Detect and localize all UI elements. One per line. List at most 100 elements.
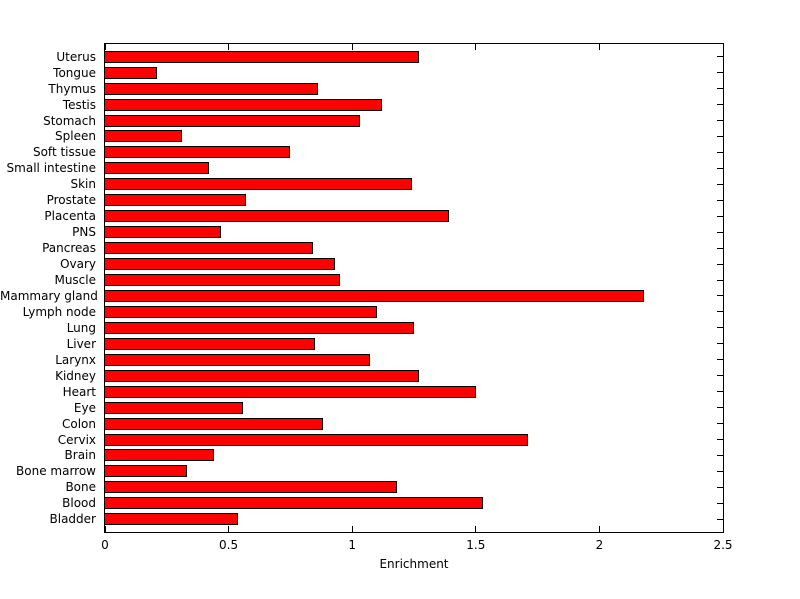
x-tick-mark bbox=[598, 44, 600, 50]
y-tick-label: Cervix bbox=[57, 432, 96, 447]
bar-placenta bbox=[105, 210, 449, 223]
y-tick-mark bbox=[717, 407, 723, 409]
bar-heart bbox=[105, 385, 476, 398]
y-tick-label: Stomach bbox=[43, 113, 96, 128]
y-tick-label: Bladder bbox=[49, 512, 96, 527]
y-tick-mark bbox=[717, 311, 723, 313]
y-tick-mark bbox=[717, 120, 723, 122]
y-tick-mark bbox=[717, 88, 723, 90]
y-tick-mark bbox=[717, 518, 723, 520]
y-tick-label: Kidney bbox=[55, 368, 96, 383]
y-tick-label: Skin bbox=[70, 177, 96, 192]
bar-small-intestine bbox=[105, 162, 209, 175]
y-tick-label: Heart bbox=[62, 384, 96, 399]
y-tick-mark bbox=[717, 72, 723, 74]
y-tick-label: Spleen bbox=[55, 129, 96, 144]
y-tick-label: Liver bbox=[66, 336, 96, 351]
bar-larynx bbox=[105, 353, 370, 366]
y-tick-mark bbox=[717, 56, 723, 58]
bar-eye bbox=[105, 401, 244, 414]
y-tick-label: Eye bbox=[73, 400, 96, 415]
y-tick-mark bbox=[717, 470, 723, 472]
plot-area bbox=[104, 43, 724, 533]
y-tick-label: Blood bbox=[62, 496, 96, 511]
bar-pancreas bbox=[105, 242, 313, 255]
bar-thymus bbox=[105, 82, 318, 95]
y-tick-mark bbox=[717, 502, 723, 504]
y-tick-mark bbox=[717, 104, 723, 106]
bar-ovary bbox=[105, 258, 335, 271]
x-tick-label: 2.5 bbox=[713, 538, 733, 552]
bar-spleen bbox=[105, 130, 182, 143]
x-tick-mark bbox=[351, 526, 353, 532]
bar-bone bbox=[105, 481, 397, 494]
y-tick-mark bbox=[717, 486, 723, 488]
y-tick-label: Bone marrow bbox=[16, 464, 96, 479]
y-tick-label: Bone bbox=[65, 480, 96, 495]
y-tick-label: Uterus bbox=[56, 49, 96, 64]
y-tick-mark bbox=[717, 454, 723, 456]
x-tick-mark bbox=[228, 44, 230, 50]
bar-bladder bbox=[105, 513, 239, 526]
y-tick-label: Lymph node bbox=[22, 304, 96, 319]
bar-skin bbox=[105, 178, 412, 191]
y-tick-label: Ovary bbox=[60, 257, 96, 272]
bar-cervix bbox=[105, 433, 528, 446]
bar-testis bbox=[105, 98, 382, 111]
bar-colon bbox=[105, 417, 323, 430]
y-tick-mark bbox=[717, 359, 723, 361]
y-tick-label: Testis bbox=[62, 97, 96, 112]
y-tick-mark bbox=[717, 343, 723, 345]
y-tick-label: Muscle bbox=[54, 273, 96, 288]
y-tick-mark bbox=[717, 199, 723, 201]
y-tick-mark bbox=[717, 183, 723, 185]
bar-kidney bbox=[105, 369, 419, 382]
y-tick-mark bbox=[717, 151, 723, 153]
x-tick-label: 0 bbox=[101, 538, 109, 552]
y-tick-mark bbox=[717, 247, 723, 249]
y-tick-label: Colon bbox=[61, 416, 96, 431]
y-tick-label: Prostate bbox=[46, 193, 96, 208]
x-tick-mark bbox=[722, 526, 724, 532]
bar-bone-marrow bbox=[105, 465, 187, 478]
x-tick-mark bbox=[475, 526, 477, 532]
x-tick-mark bbox=[598, 526, 600, 532]
y-tick-label: Lung bbox=[66, 320, 96, 335]
x-tick-mark bbox=[104, 44, 106, 50]
bar-prostate bbox=[105, 194, 246, 207]
y-tick-label: Brain bbox=[64, 448, 96, 463]
y-tick-label: Mammary gland bbox=[0, 288, 98, 303]
bar-tongue bbox=[105, 66, 157, 79]
x-tick-mark bbox=[351, 44, 353, 50]
y-tick-mark bbox=[717, 215, 723, 217]
x-tick-label: 0.5 bbox=[219, 538, 239, 552]
bar-lung bbox=[105, 321, 414, 334]
x-tick-label: 2 bbox=[595, 538, 604, 552]
y-tick-label: PNS bbox=[72, 225, 96, 240]
y-tick-mark bbox=[717, 263, 723, 265]
y-tick-mark bbox=[717, 327, 723, 329]
x-tick-mark bbox=[722, 44, 724, 50]
bar-brain bbox=[105, 449, 214, 462]
bar-mammary-gland bbox=[105, 289, 644, 302]
y-tick-label: Larynx bbox=[55, 352, 96, 367]
y-tick-label: Small intestine bbox=[6, 161, 96, 176]
y-tick-mark bbox=[717, 167, 723, 169]
bar-muscle bbox=[105, 274, 340, 287]
bar-lymph-node bbox=[105, 305, 377, 318]
bar-uterus bbox=[105, 50, 419, 63]
y-tick-mark bbox=[717, 295, 723, 297]
x-tick-mark bbox=[475, 44, 477, 50]
x-tick-label: 1 bbox=[348, 538, 356, 552]
bar-liver bbox=[105, 337, 316, 350]
y-tick-label: Tongue bbox=[53, 65, 96, 80]
y-tick-mark bbox=[717, 279, 723, 281]
x-tick-label: 1.5 bbox=[466, 538, 486, 552]
y-tick-mark bbox=[717, 439, 723, 440]
y-tick-label: Soft tissue bbox=[32, 145, 96, 160]
y-tick-mark bbox=[717, 391, 723, 393]
bar-soft-tissue bbox=[105, 146, 291, 159]
bar-pns bbox=[105, 226, 222, 239]
x-tick-mark bbox=[228, 526, 230, 532]
